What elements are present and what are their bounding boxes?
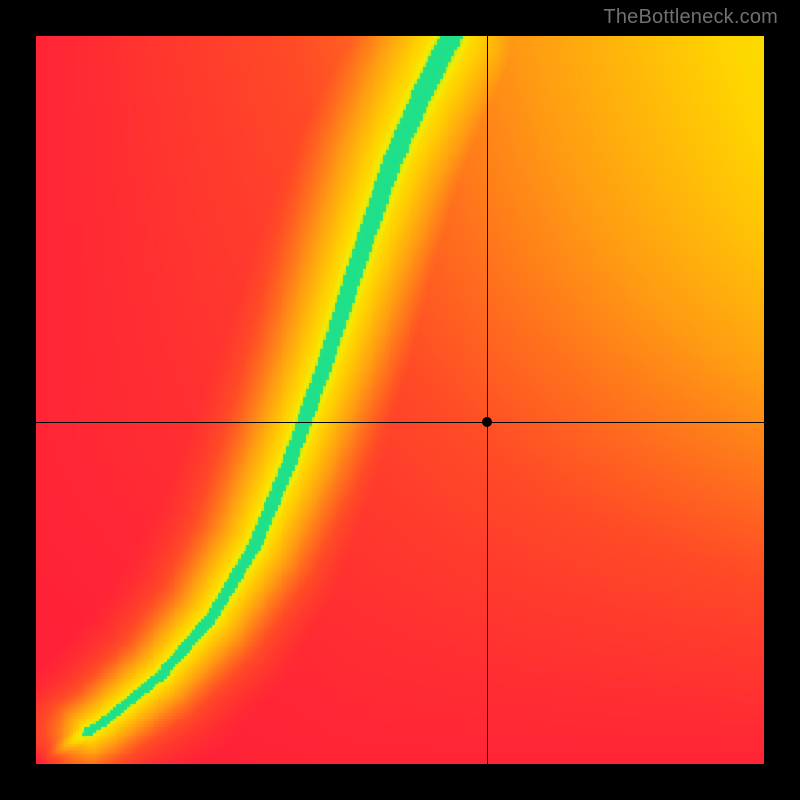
heatmap-canvas — [36, 36, 764, 764]
crosshair-horizontal — [36, 422, 764, 423]
chart-container: TheBottleneck.com — [0, 0, 800, 800]
watermark-text: TheBottleneck.com — [603, 6, 778, 29]
crosshair-vertical — [487, 36, 488, 764]
crosshair-dot — [482, 417, 492, 427]
